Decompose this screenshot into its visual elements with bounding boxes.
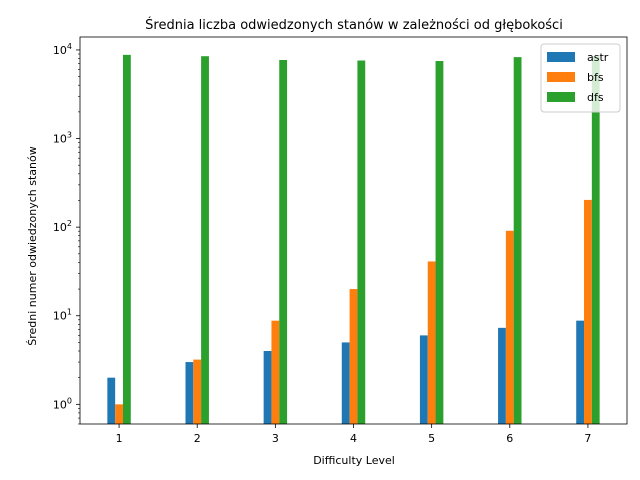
x-tick-label: 3 (272, 432, 279, 445)
legend-swatch-astr (547, 52, 575, 62)
bar-astr-2 (185, 362, 194, 424)
bar-astr-7 (576, 320, 585, 424)
bar-dfs-6 (513, 57, 522, 425)
y-tick-label: 104 (53, 42, 72, 57)
bar-dfs-3 (279, 60, 288, 424)
x-axis-ticks: 1 2 3 4 5 6 7 (116, 424, 591, 445)
y-tick-label: 103 (53, 131, 72, 146)
x-tick-label: 4 (350, 432, 357, 445)
y-axis-label: Średni numer odwiedzonych stanów (26, 146, 39, 345)
x-tick-label: 7 (584, 432, 591, 445)
x-tick-label: 1 (116, 432, 123, 445)
legend-label-astr: astr (587, 51, 609, 64)
bar-dfs-5 (435, 61, 444, 425)
bar-astr-3 (263, 351, 272, 424)
y-tick-label: 102 (53, 219, 72, 234)
bar-dfs-1 (122, 54, 131, 425)
bar-dfs-2 (201, 56, 209, 424)
bar-bfs-2 (193, 359, 202, 424)
legend: astr bfs dfs (540, 43, 621, 113)
x-tick-label: 5 (428, 432, 435, 445)
bar-bfs-7 (584, 199, 592, 424)
x-axis-label: Difficulty Level (313, 454, 395, 467)
y-tick-label: 101 (53, 308, 72, 323)
plot-area (107, 54, 600, 425)
legend-label-dfs: dfs (587, 91, 604, 104)
bar-dfs-7 (591, 56, 600, 424)
bar-astr-6 (498, 327, 506, 424)
bar-dfs-4 (357, 60, 366, 424)
axes-frame (79, 36, 628, 425)
bar-astr-5 (419, 335, 428, 424)
bar-bfs-4 (349, 289, 358, 424)
bar-astr-4 (341, 342, 350, 424)
x-tick-label: 6 (506, 432, 513, 445)
legend-swatch-dfs (547, 92, 575, 102)
legend-swatch-bfs (547, 72, 575, 82)
y-axis-ticks: 100 101 102 103 104 (53, 42, 80, 425)
chart-title: Średnia liczba odwiedzonych stanów w zal… (145, 17, 563, 33)
bar-astr-1 (107, 377, 116, 424)
x-tick-label: 2 (194, 432, 201, 445)
bar-bfs-6 (505, 230, 514, 424)
legend-label-bfs: bfs (587, 71, 604, 84)
bar-bfs-1 (115, 404, 123, 424)
y-tick-label: 100 (53, 396, 72, 411)
bar-bfs-3 (271, 320, 280, 424)
bar-bfs-5 (427, 261, 436, 424)
